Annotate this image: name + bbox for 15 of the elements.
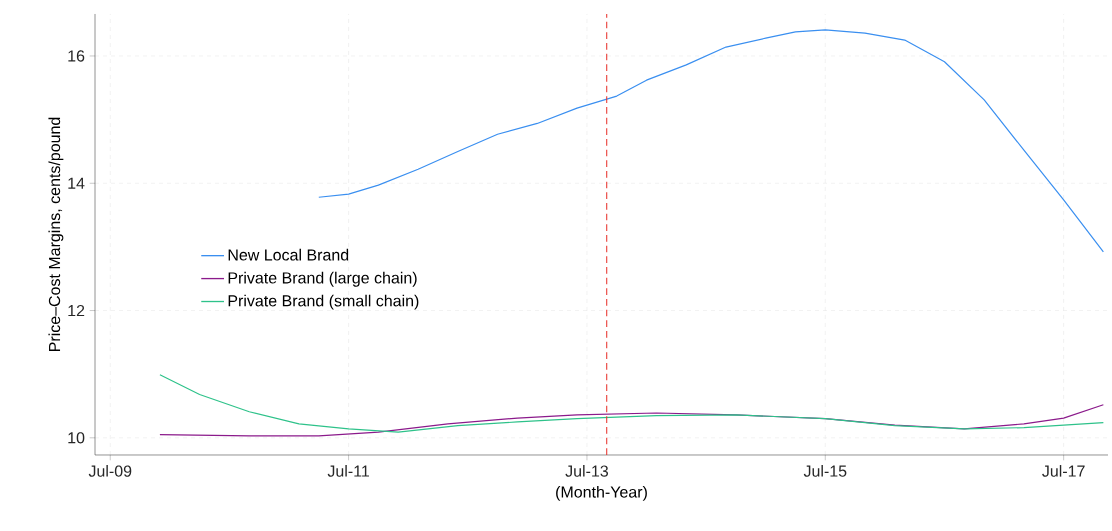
x-tick-label: Jul-09 xyxy=(88,465,132,477)
legend-label: Private Brand (small chain) xyxy=(228,294,419,310)
legend-label: Private Brand (large chain) xyxy=(228,271,417,287)
x-tick-label: Jul-13 xyxy=(565,465,609,477)
y-tick-label: 14 xyxy=(68,177,85,189)
x-axis-title: (Month-Year) xyxy=(556,485,647,501)
y-tick-label: 16 xyxy=(68,50,85,62)
x-tick-label: Jul-15 xyxy=(803,465,847,477)
y-tick-label: 12 xyxy=(68,304,85,317)
line-series xyxy=(159,374,1104,433)
y-axis-title: Price–Cost Margins, cents/pound xyxy=(48,117,64,351)
x-tick-label: Jul-11 xyxy=(327,465,369,477)
legend-label: New Local Brand xyxy=(228,248,349,261)
x-tick-label: Jul-17 xyxy=(1042,465,1085,477)
y-tick-label: 10 xyxy=(68,432,85,444)
